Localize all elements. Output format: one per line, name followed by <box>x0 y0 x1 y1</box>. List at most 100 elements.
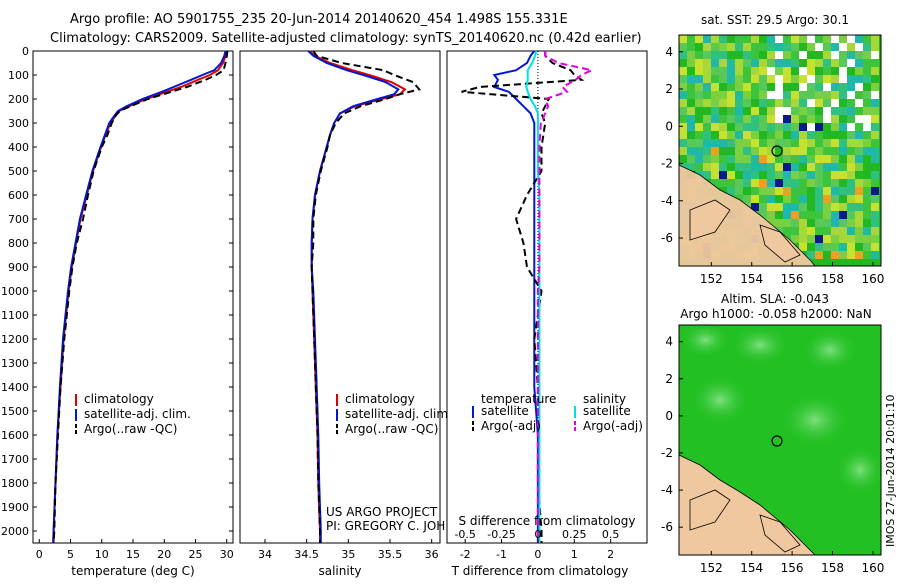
salinity-x-tick-label: 35 <box>341 548 355 561</box>
sst-cell <box>815 131 823 139</box>
sst-cell <box>703 147 711 155</box>
sst-cell <box>695 35 703 43</box>
sst-cell <box>679 147 687 155</box>
sst-cell <box>695 91 703 99</box>
s-diff-x-tick-label: 0.5 <box>602 528 620 541</box>
sst-cell <box>807 123 815 131</box>
legend-argo: Argo(..raw -QC) <box>84 422 177 436</box>
sst-cell <box>743 179 751 187</box>
sst-cell <box>799 83 807 91</box>
sst-cell <box>743 91 751 99</box>
sst-cell <box>847 179 855 187</box>
sst-cell <box>695 115 703 123</box>
sst-cell <box>775 203 783 211</box>
sst-cell <box>775 211 783 219</box>
sst-cell <box>847 243 855 251</box>
salinity-x-ticks: 34 34.5 35 35.5 36 <box>258 539 439 561</box>
sst-cell <box>839 107 847 115</box>
sst-cell <box>687 131 695 139</box>
sst-cell <box>831 91 839 99</box>
sst-cell <box>871 227 879 235</box>
series-salinity-argo-adj- <box>536 51 595 543</box>
sst-cell <box>711 75 719 83</box>
sst-cell <box>775 91 783 99</box>
sst-cell <box>815 59 823 67</box>
sst-cell <box>815 107 823 115</box>
sst-cell <box>727 83 735 91</box>
sst-cell <box>863 75 871 83</box>
sst-cell <box>767 211 775 219</box>
sst-cell <box>743 139 751 147</box>
sst-cell <box>863 171 871 179</box>
sst-cell <box>815 91 823 99</box>
sst-cell <box>719 147 727 155</box>
sst-cell <box>815 51 823 59</box>
depth-tick-label: 1900 <box>1 501 29 514</box>
sst-cell <box>679 123 687 131</box>
sst-cell <box>735 107 743 115</box>
sst-cell <box>839 243 847 251</box>
sst-cell <box>703 123 711 131</box>
credit-line1: US ARGO PROJECT <box>326 505 438 519</box>
sst-cell <box>695 131 703 139</box>
sst-cell <box>823 115 831 123</box>
sst-cell <box>775 107 783 115</box>
sst-cell <box>703 107 711 115</box>
sst-cell <box>839 35 847 43</box>
sst-cell <box>783 155 791 163</box>
sst-cell <box>831 243 839 251</box>
sst-cell <box>847 171 855 179</box>
sst-cell <box>719 163 727 171</box>
sst-argo-location-marker <box>771 145 783 157</box>
depth-tick-label: 900 <box>8 261 29 274</box>
sst-cell <box>687 155 695 163</box>
sst-cell <box>799 235 807 243</box>
sst-cell <box>767 203 775 211</box>
sst-cell <box>783 227 791 235</box>
sst-cell <box>695 163 703 171</box>
t-diff-x-tick-label: 0 <box>534 548 541 561</box>
difference-panel: -0.5 -0.25 0 0.25 0.5 -2 -1 0 1 2 S difference f… <box>446 50 648 578</box>
difference-s-ticks: -0.5 -0.25 0 0.25 0.5 <box>454 528 619 541</box>
sst-cell <box>759 115 767 123</box>
sst-cell <box>767 83 775 91</box>
sst-map: sat. SST: 29.5 Argo: 30.1 152 154 156 158 16… <box>661 13 884 286</box>
sst-cell <box>759 203 767 211</box>
sst-cell <box>711 35 719 43</box>
sst-cell <box>759 75 767 83</box>
sst-cell <box>783 51 791 59</box>
temperature-x-tick-label: 5 <box>67 548 74 561</box>
sst-cell <box>735 195 743 203</box>
depth-tick-label: 700 <box>8 213 29 226</box>
series-temperature-satellite <box>492 50 539 543</box>
sst-cell <box>815 139 823 147</box>
sst-cell <box>871 75 879 83</box>
sst-cell <box>855 75 863 83</box>
sst-cell <box>855 227 863 235</box>
sst-cell <box>839 203 847 211</box>
sst-cell <box>759 163 767 171</box>
sst-cell <box>799 187 807 195</box>
sst-cell <box>855 35 863 43</box>
sst-cell <box>767 115 775 123</box>
sst-cell <box>719 35 727 43</box>
sst-cell <box>767 179 775 187</box>
sst-cell <box>695 67 703 75</box>
sst-cell <box>759 171 767 179</box>
sst-cell <box>695 43 703 51</box>
sst-cell <box>863 195 871 203</box>
sst-cell <box>863 59 871 67</box>
sst-cell <box>727 139 735 147</box>
sst-cell <box>719 59 727 67</box>
sst-cell <box>783 59 791 67</box>
sst-cell <box>687 99 695 107</box>
sst-cell <box>687 35 695 43</box>
sst-cell <box>847 51 855 59</box>
sst-cell <box>807 131 815 139</box>
sst-cell <box>735 35 743 43</box>
sla-blob <box>690 375 750 425</box>
sst-cell <box>871 115 879 123</box>
legend-temperature-header: temperature <box>481 392 556 406</box>
salinity-x-tick-label: 34 <box>258 548 272 561</box>
sst-cell <box>791 83 799 91</box>
